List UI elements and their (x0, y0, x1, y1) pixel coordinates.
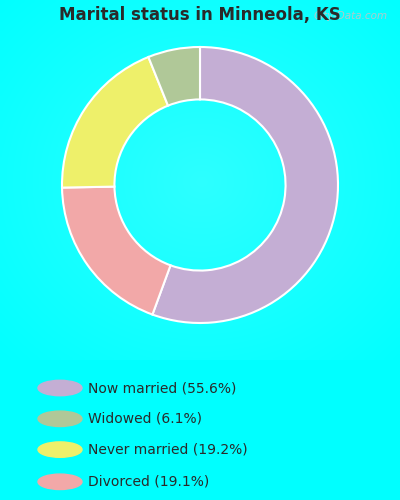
Wedge shape (62, 186, 170, 314)
Circle shape (38, 442, 82, 458)
Wedge shape (62, 57, 168, 188)
Circle shape (38, 380, 82, 396)
Text: Never married (19.2%): Never married (19.2%) (88, 442, 248, 456)
Circle shape (38, 474, 82, 490)
Circle shape (38, 411, 82, 426)
Text: Now married (55.6%): Now married (55.6%) (88, 381, 236, 395)
Text: Marital status in Minneola, KS: Marital status in Minneola, KS (59, 6, 341, 24)
Text: Widowed (6.1%): Widowed (6.1%) (88, 412, 202, 426)
Wedge shape (148, 47, 200, 106)
Text: City-Data.com: City-Data.com (314, 11, 388, 21)
Text: Divorced (19.1%): Divorced (19.1%) (88, 475, 209, 489)
Wedge shape (152, 47, 338, 323)
